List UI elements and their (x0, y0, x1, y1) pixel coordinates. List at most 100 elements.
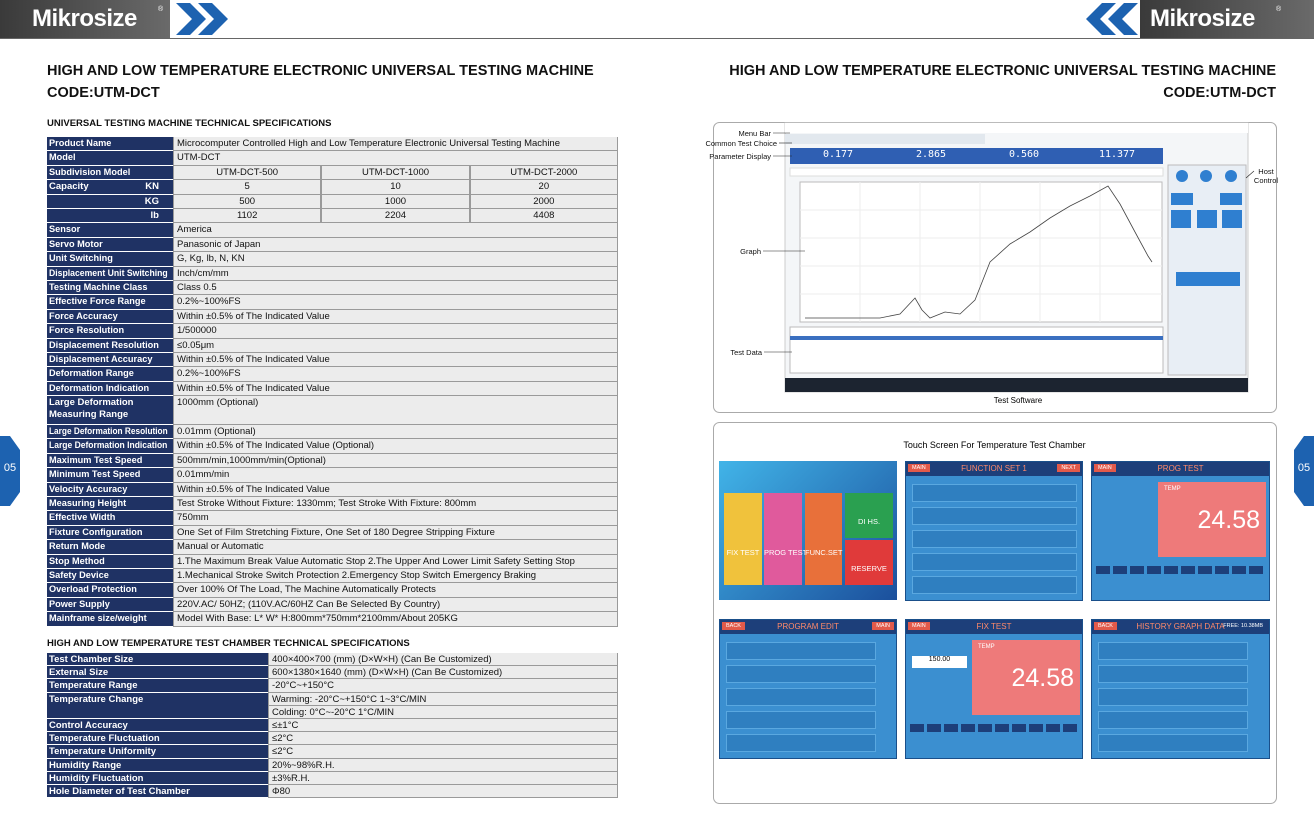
spec-label: Velocity Accuracy (47, 482, 173, 497)
spec-value: UTM-DCT (173, 151, 618, 166)
reading: 0.177 (822, 149, 854, 160)
spec-value: Within ±0.5% of The Indicated Value (Opt… (173, 439, 618, 454)
spec-value: 1/500000 (173, 324, 618, 339)
label-text: Effective Width (49, 512, 116, 524)
label-text: Sensor (49, 224, 81, 236)
spec-label: Deformation Range (47, 367, 173, 382)
panel-bar (1092, 620, 1269, 634)
chamber-label: Hole Diameter of Test Chamber (47, 785, 268, 799)
spec-label: Effective Width (47, 511, 173, 526)
label-text: Measuring Height (49, 498, 127, 509)
page-tab (0, 436, 20, 506)
code: CODE:UTM-DCT (1163, 85, 1276, 101)
spec-value: 20 (469, 180, 618, 195)
spec-value: Model With Base: L* W* H:800mm*750mm*210… (173, 612, 618, 627)
panel-row (726, 665, 876, 683)
panel-row (726, 688, 876, 706)
spec-label: Sensor (47, 223, 173, 238)
temp-value: 24.58 (1197, 506, 1260, 534)
step-key (927, 724, 941, 732)
spec-label: Return Mode (47, 540, 173, 555)
spec-value: 2000 (469, 194, 618, 209)
chamber-value: 20%~98%R.H. (268, 758, 618, 772)
home-button: FIX TEST (724, 493, 762, 585)
home-button: PROG TEST (764, 493, 807, 585)
spec-label: lb (47, 209, 173, 224)
chamber-label: Temperature Fluctuation (47, 732, 268, 746)
title: HIGH AND LOW TEMPERATURE ELECTRONIC UNIV… (47, 63, 594, 79)
home-button: RESERVE (845, 540, 893, 585)
label-text: Deformation Indication (49, 382, 150, 394)
parameter-bar (790, 148, 1163, 164)
spec-value: Test Stroke Without Fixture: 1330mm; Tes… (173, 497, 618, 512)
label-text: Return Mode (49, 541, 106, 553)
step-key (1046, 724, 1060, 732)
set-value: 150.00 (912, 656, 967, 668)
label-text: Velocity Accuracy (49, 483, 128, 495)
spec-value: G, Kg, lb, N, KN (173, 252, 618, 267)
touch-panel: FUNCTION SET 1 MAIN NEXT (905, 461, 1083, 601)
graph-grid (800, 182, 1162, 322)
panel-row (726, 711, 876, 729)
label-text: Displacement Resolution (49, 339, 159, 351)
chamber-label: Humidity Fluctuation (47, 771, 268, 785)
test-data-table (789, 326, 1164, 374)
panel-button: MAIN (1094, 464, 1116, 472)
spec-value: Manual or Automatic (173, 540, 618, 555)
callout: Menu Bar (738, 129, 771, 138)
spec-value: UTM-DCT-500 (173, 165, 322, 181)
panel-title: PROGRAM EDIT (777, 622, 839, 631)
step-key (1215, 566, 1229, 574)
spec-label: Subdivision Model (47, 165, 173, 181)
spec-label: Effective Force Range (47, 295, 173, 310)
reading: 11.377 (1098, 149, 1136, 160)
step-key (978, 724, 992, 732)
reading: 0.560 (1008, 149, 1040, 160)
chamber-label: Temperature Range (47, 679, 268, 693)
panel-bar (1092, 462, 1269, 476)
label-text: Testing Machine Class (49, 282, 148, 293)
taskbar (785, 378, 1248, 392)
spec-value: 1.Mechanical Stroke Switch Protection 2.… (173, 569, 618, 584)
step-key (995, 724, 1009, 732)
spec-value: UTM-DCT-1000 (321, 165, 470, 181)
spec-value: 500mm/min,1000mm/min(Optional) (173, 453, 618, 469)
spec-label: Capacity KN (47, 180, 173, 195)
step-key (1113, 566, 1127, 574)
spec-label: Force Accuracy (47, 309, 173, 325)
label-text: Unit Switching (49, 253, 113, 265)
code: CODE:UTM-DCT (47, 85, 160, 101)
graph-curve (805, 185, 1153, 319)
chamber-label: Temperature Change (47, 692, 268, 719)
spec-label: Displacement Resolution (47, 338, 173, 353)
home-button-label: RESERVE (851, 564, 887, 573)
chamber-label: Test Chamber Size (47, 653, 268, 667)
spec-label: Maximum Test Speed (47, 453, 173, 469)
spec-label: Large Deformation Indication (47, 439, 173, 454)
spec-label: Servo Motor (47, 237, 173, 253)
title: HIGH AND LOW TEMPERATURE ELECTRONIC UNIV… (729, 63, 1276, 79)
spec-label: Power Supply (47, 597, 173, 613)
capacity-unit: KG (144, 195, 159, 207)
chamber-value: ≤2°C (268, 732, 618, 746)
label-text: Fixture Configuration (49, 526, 143, 538)
panel-button: NEXT (1057, 464, 1080, 472)
spec-label: Fixture Configuration (47, 525, 173, 541)
spec-label: KG (47, 194, 173, 209)
caption: Test Software (993, 396, 1043, 405)
home-button: FUNC.SET (805, 493, 843, 585)
callout-lines (763, 132, 1255, 353)
spec-label: Large Deformation Measuring Range (47, 396, 173, 425)
registered-mark: ® (158, 6, 164, 13)
panel-row (912, 507, 1077, 525)
label-text: Minimum Test Speed (49, 469, 141, 481)
panel-button: MAIN (908, 464, 930, 472)
step-key (1147, 566, 1161, 574)
chamber-value: ≤2°C (268, 745, 618, 759)
home-button-label: FUNC.SET (805, 548, 843, 557)
spec-label: Product Name (47, 137, 173, 152)
spec-value: 10 (321, 180, 470, 195)
panel-row (1098, 688, 1248, 706)
panel-button: BACK (1094, 622, 1117, 630)
temp-label: TEMP (978, 644, 995, 650)
